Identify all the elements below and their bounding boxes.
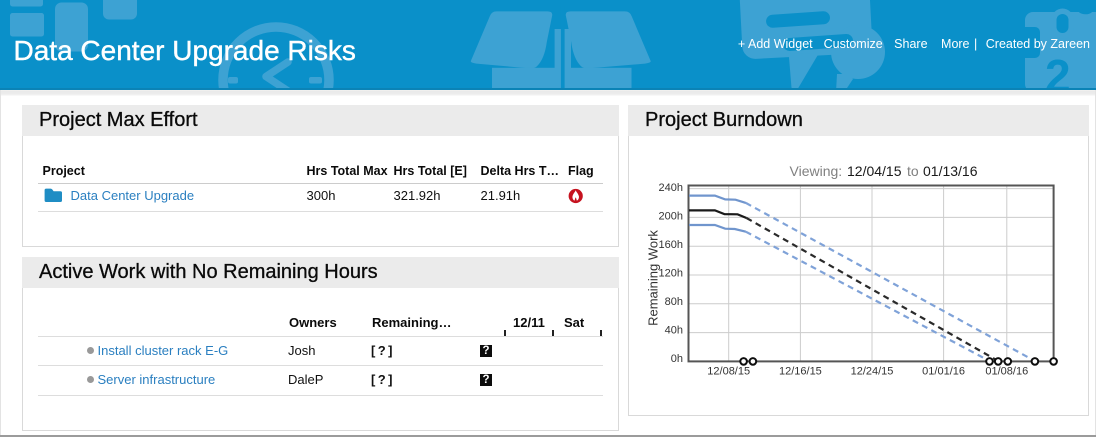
svg-text:120h: 120h — [659, 267, 683, 279]
svg-text:2: 2 — [1045, 50, 1071, 90]
svg-text:Viewing:: Viewing: — [790, 163, 843, 179]
svg-text:200h: 200h — [659, 210, 683, 222]
svg-text:12/08/15: 12/08/15 — [707, 366, 750, 378]
svg-text:12/04/15: 12/04/15 — [847, 163, 902, 179]
svg-text:01/13/16: 01/13/16 — [923, 163, 978, 179]
svg-text:240h: 240h — [659, 182, 683, 194]
svg-text:3: 3 — [1076, 0, 1095, 22]
svg-text:12/24/15: 12/24/15 — [851, 366, 894, 378]
svg-text:160h: 160h — [659, 239, 683, 251]
svg-text:01/08/16: 01/08/16 — [985, 366, 1028, 378]
svg-text:Remaining Work: Remaining Work — [646, 230, 661, 326]
svg-text:01/01/16: 01/01/16 — [922, 366, 965, 378]
svg-text:40h: 40h — [665, 325, 683, 337]
svg-text:to: to — [907, 163, 919, 179]
svg-text:0h: 0h — [671, 353, 683, 365]
svg-text:80h: 80h — [665, 296, 683, 308]
svg-text:12/16/15: 12/16/15 — [779, 366, 822, 378]
